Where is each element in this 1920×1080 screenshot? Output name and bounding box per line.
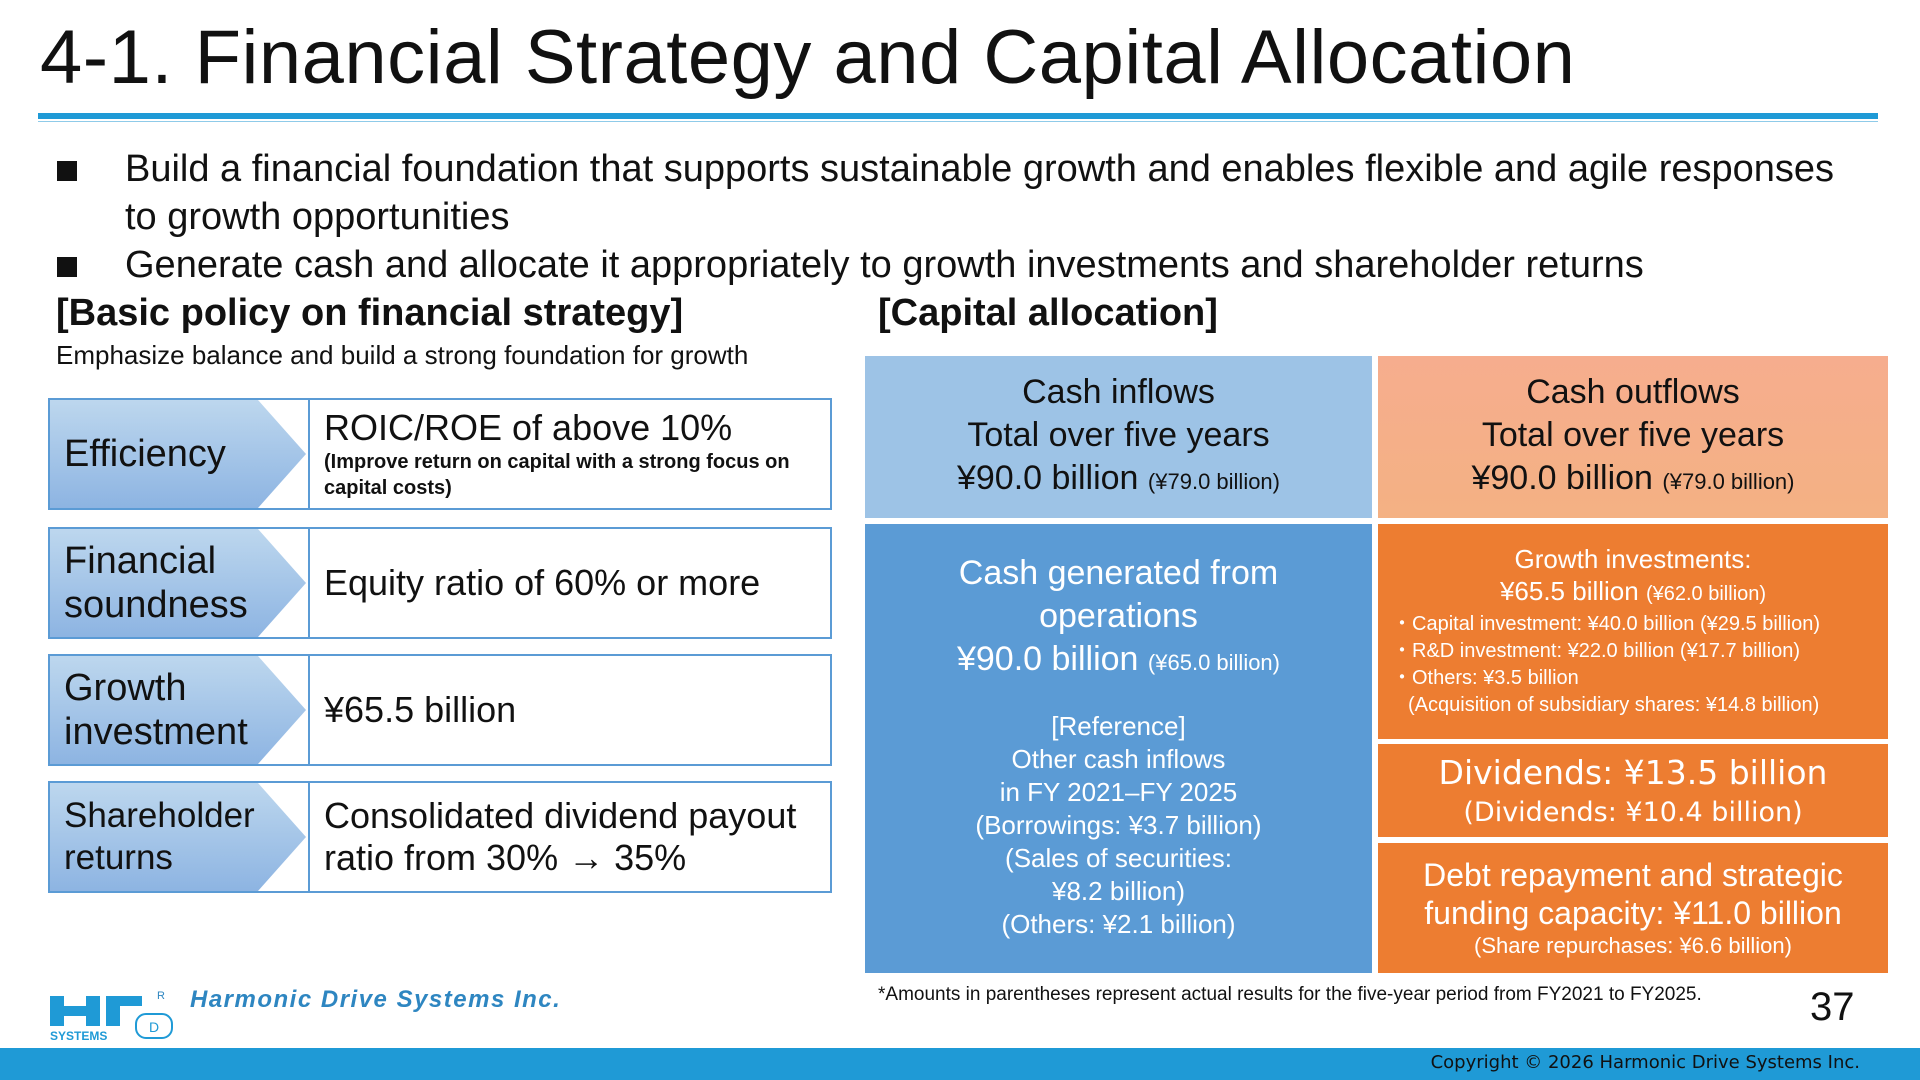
policy-value: Equity ratio of 60% or more — [324, 529, 824, 637]
policy-value: Consolidated dividend payout ratio from … — [324, 783, 824, 891]
reference-line: (Sales of securities: — [1005, 843, 1232, 873]
policy-row-growth-investment: Growth investment ¥65.5 billion — [48, 654, 832, 766]
policy-value: ROIC/ROE of above 10% (Improve return on… — [324, 400, 824, 508]
growth-item: ・Others: ¥3.5 billion — [1392, 667, 1579, 689]
reference-line: (Others: ¥2.1 billion) — [1001, 909, 1236, 939]
bullet-text: Build a financial foundation that suppor… — [125, 148, 1835, 238]
policy-label-chevron: Financial soundness — [50, 529, 308, 637]
square-bullet-icon — [57, 257, 77, 277]
chevron-arrow-icon — [50, 783, 306, 891]
footer-bar — [0, 1048, 1920, 1080]
row-divider — [308, 529, 310, 637]
policy-value-text: ROIC/ROE of above 10% — [324, 407, 733, 448]
title-underline-thin — [38, 121, 1878, 122]
copyright: Copyright © 2026 Harmonic Drive Systems … — [1430, 1052, 1860, 1073]
outflows-actual: (¥79.0 billion) — [1662, 469, 1795, 494]
inflows-title: Cash inflows — [1022, 373, 1215, 411]
policy-label: Financial soundness — [64, 540, 248, 626]
policy-heading: [Basic policy on financial strategy] — [56, 292, 684, 334]
bullet-list: Build a financial foundation that suppor… — [55, 145, 1855, 289]
reference-line: Other cash inflows — [1011, 744, 1226, 774]
row-divider — [308, 783, 310, 891]
reference-line: (Borrowings: ¥3.7 billion) — [975, 810, 1262, 840]
dividends-amount: Dividends: ¥13.5 billion — [1438, 752, 1828, 792]
inflows-subtitle: Total over five years — [967, 416, 1270, 454]
policy-label: Efficiency — [64, 433, 226, 475]
policy-value-text: ¥65.5 billion — [324, 689, 517, 730]
reference-line: ¥8.2 billion) — [1052, 876, 1185, 906]
bullet-item: Generate cash and allocate it appropriat… — [55, 241, 1855, 289]
growth-item: (Acquisition of subsidiary shares: ¥14.8… — [1408, 694, 1820, 716]
policy-subheading: Emphasize balance and build a strong fou… — [56, 340, 749, 370]
debt-amount: funding capacity: ¥11.0 billion — [1424, 895, 1842, 931]
reference-block: [Reference] Other cash inflows in FY 202… — [975, 710, 1261, 941]
growth-actual: (¥62.0 billion) — [1645, 583, 1767, 605]
cash-outflows-header: Cash outflows Total over five years ¥90.… — [1378, 356, 1888, 518]
policy-label-chevron: Efficiency — [50, 400, 308, 508]
outflows-title: Cash outflows — [1526, 373, 1740, 411]
bullet-item: Build a financial foundation that suppor… — [55, 145, 1855, 241]
cash-from-operations: Cash generated from operations ¥90.0 bil… — [865, 524, 1372, 973]
allocation-heading: [Capital allocation] — [878, 292, 1218, 334]
outflows-subtitle: Total over five years — [1481, 416, 1785, 454]
policy-value: ¥65.5 billion — [324, 656, 824, 764]
growth-item: ・Capital investment: ¥40.0 billion (¥29.… — [1392, 613, 1821, 635]
operations-actual: (¥65.0 billion) — [1147, 650, 1280, 675]
policy-label: Shareholder returns — [64, 796, 255, 877]
policy-label: Growth investment — [64, 667, 248, 753]
policy-row-efficiency: Efficiency ROIC/ROE of above 10% (Improv… — [48, 398, 832, 510]
reference-line: in FY 2021–FY 2025 — [999, 777, 1238, 807]
row-divider — [308, 656, 310, 764]
outflows-amount-line: ¥90.0 billion (¥79.0 billion) — [1471, 457, 1794, 503]
square-bullet-icon — [57, 161, 77, 181]
chevron-arrow-icon — [50, 656, 306, 764]
chevron-arrow-icon — [50, 400, 306, 508]
growth-amount: ¥65.5 billion — [1499, 576, 1639, 606]
page-number: 37 — [1810, 985, 1855, 1029]
policy-label-chevron: Growth investment — [50, 656, 308, 764]
operations-amount-line: ¥90.0 billion (¥65.0 billion) — [957, 638, 1280, 684]
chevron-arrow-icon — [50, 529, 306, 637]
reference-line: [Reference] — [1051, 711, 1186, 741]
outflows-amount: ¥90.0 billion — [1471, 459, 1653, 497]
growth-item: ・R&D investment: ¥22.0 billion (¥17.7 bi… — [1392, 640, 1800, 662]
company-logo-icon: D SYSTEMS — [50, 996, 173, 1042]
policy-value-text: Consolidated dividend payout ratio from … — [324, 795, 797, 878]
policy-value-note: (Improve return on capital with a strong… — [324, 451, 790, 499]
dividends-box: Dividends: ¥13.5 billion (Dividends: ¥10… — [1378, 744, 1888, 837]
registered-mark: R — [157, 990, 165, 1002]
inflows-actual: (¥79.0 billion) — [1147, 469, 1280, 494]
share-repurchases: (Share repurchases: ¥6.6 billion) — [1474, 933, 1792, 958]
logo-mark-text: SYSTEMS — [50, 1029, 107, 1042]
policy-row-financial-soundness: Financial soundness Equity ratio of 60% … — [48, 527, 832, 639]
slide-title: 4-1. Financial Strategy and Capital Allo… — [40, 15, 1576, 100]
operations-title-2: operations — [1039, 597, 1198, 635]
policy-label-chevron: Shareholder returns — [50, 783, 308, 891]
footnote: *Amounts in parentheses represent actual… — [878, 984, 1702, 1005]
operations-title: Cash generated from — [958, 554, 1279, 592]
row-divider — [308, 400, 310, 508]
logo-mark-d: D — [149, 1019, 159, 1035]
inflows-amount-line: ¥90.0 billion (¥79.0 billion) — [957, 457, 1280, 503]
growth-heading: Growth investments: — [1514, 544, 1752, 574]
debt-title: Debt repayment and strategic — [1423, 857, 1843, 893]
debt-repayment-box: Debt repayment and strategic funding cap… — [1378, 843, 1888, 973]
title-underline — [38, 113, 1878, 119]
company-name: Harmonic Drive Systems Inc. — [190, 986, 562, 1013]
growth-investments-box: Growth investments: ¥65.5 billion (¥62.0… — [1378, 524, 1888, 739]
growth-breakdown: ・Capital investment: ¥40.0 billion (¥29.… — [1392, 611, 1820, 719]
cash-inflows-header: Cash inflows Total over five years ¥90.0… — [865, 356, 1372, 518]
growth-amount-line: ¥65.5 billion (¥62.0 billion) — [1500, 574, 1766, 611]
inflows-amount: ¥90.0 billion — [956, 459, 1139, 497]
policy-value-text: Equity ratio of 60% or more — [324, 562, 761, 603]
dividends-actual: (Dividends: ¥10.4 billion) — [1463, 796, 1803, 828]
operations-amount: ¥90.0 billion — [956, 640, 1139, 678]
bullet-text: Generate cash and allocate it appropriat… — [125, 244, 1644, 286]
policy-row-shareholder-returns: Shareholder returns Consolidated dividen… — [48, 781, 832, 893]
